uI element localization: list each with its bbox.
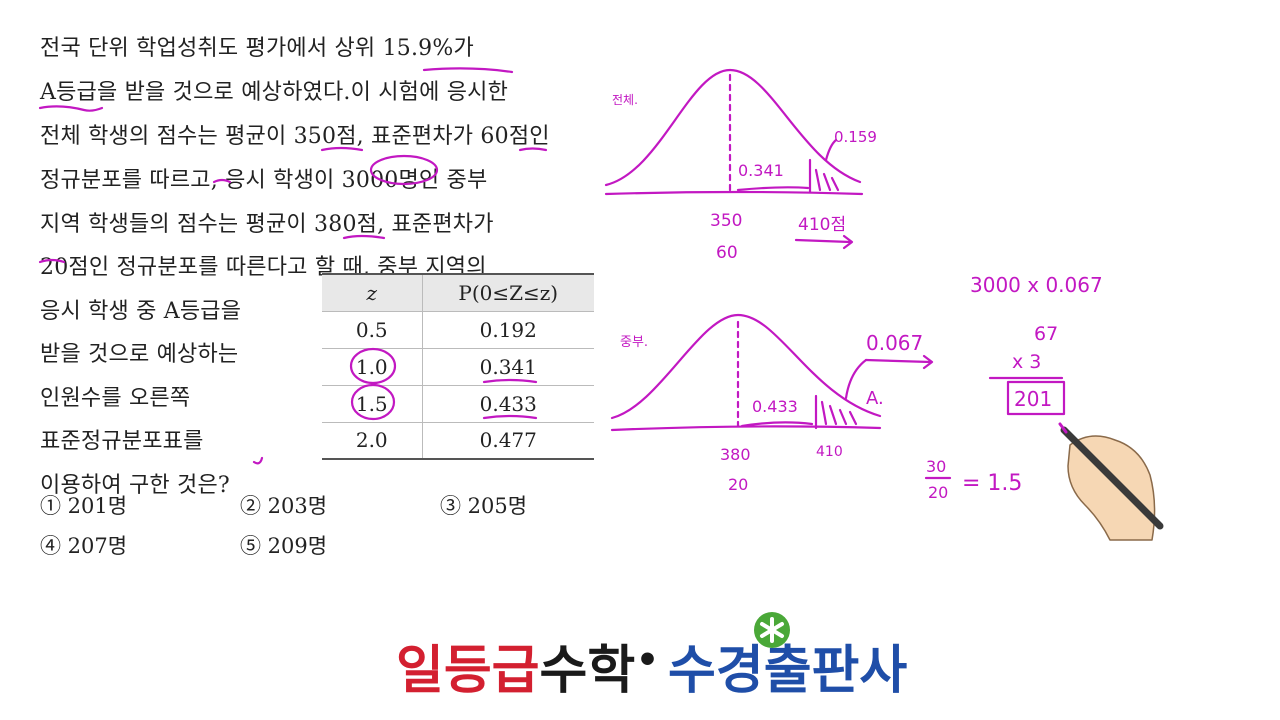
logo-asterisk-icon — [754, 612, 790, 648]
area-arrow — [736, 186, 810, 192]
underline-mark — [252, 456, 264, 465]
problem-line: 응시 학생 중 A등급을 — [40, 299, 242, 324]
table-header-prob: P(0≤Z≤z) — [422, 273, 594, 311]
table-cell: 0.192 — [422, 310, 594, 348]
choice-4: ④ 207명 — [40, 534, 128, 558]
underline-mark — [342, 234, 386, 240]
circle-mark — [349, 347, 397, 385]
fraction-result: = 1.5 — [962, 471, 1022, 496]
axis-line — [604, 190, 864, 196]
fraction-numerator: 30 — [926, 457, 946, 476]
underline-mark — [320, 146, 364, 152]
problem-line: 지역 학생들의 점수는 평균이 380점, 표준편차가 — [40, 212, 494, 237]
calc-top: 67 — [1034, 323, 1058, 345]
logo-text-black: 수학 — [539, 641, 636, 701]
hand-drawing — [1067, 435, 1156, 541]
problem-line: 정규분포를 따르고, 응시 학생이 3000명인 중부 — [40, 168, 488, 193]
problem-line: 이용하여 구한 것은? — [40, 473, 230, 498]
graph1-label: 전체. — [612, 93, 638, 107]
area-arrow — [740, 421, 814, 428]
choice-2: ② 203명 — [240, 494, 328, 518]
table-header-z: z — [322, 273, 423, 311]
table-cell: 0.5 — [322, 310, 423, 348]
graph1-cut: 410점 — [798, 215, 846, 235]
table-cell: 2.0 — [322, 421, 423, 460]
graph1-sd: 60 — [716, 243, 738, 263]
shade-mark — [820, 400, 858, 426]
graph2-tail: 0.067 — [866, 331, 923, 355]
problem-line: 인원수를 오른쪽 — [40, 386, 191, 411]
graph1-mean: 350 — [710, 211, 742, 231]
table-header-row: z P(0≤Z≤z) — [322, 273, 594, 311]
problem-line: 전국 단위 학업성취도 평가에서 상위 15.9%가 — [40, 36, 474, 61]
underline-mark — [212, 178, 232, 184]
underline-mark — [38, 258, 66, 264]
pointer-mark — [824, 138, 838, 162]
table-cell: 0.477 — [422, 421, 594, 460]
underline-mark — [38, 105, 104, 112]
logo-brand-blue: 수경출판사 — [668, 628, 907, 703]
pencil-drawing — [1060, 426, 1164, 530]
graph2-mean: 380 — [720, 445, 751, 464]
logo-separator-dot: • — [636, 640, 660, 681]
fraction-denominator: 20 — [928, 483, 948, 502]
underline-mark — [518, 147, 548, 152]
graph2-cut: 410 — [816, 444, 843, 460]
logo-text-blue1: 수경 — [668, 641, 764, 701]
pencil-tip — [1058, 422, 1068, 434]
logo-text-red: 일등급 — [396, 641, 540, 701]
graph1-tail: 0.159 — [834, 128, 877, 146]
calc-result: 201 — [1014, 387, 1052, 411]
graph2-area: 0.433 — [752, 397, 798, 416]
result-box — [1006, 380, 1066, 416]
problem-line: 표준정규분포표를 — [40, 429, 204, 454]
choice-3: ③ 205명 — [440, 494, 528, 518]
pointer-mark — [844, 358, 868, 400]
arrow-mark — [794, 234, 854, 250]
circle-mark — [369, 154, 439, 186]
problem-line: 전체 학생의 점수는 평균이 350점, 표준편차가 60점인 — [40, 124, 550, 149]
table-row: 1.0 0.341 — [322, 347, 594, 385]
graph1-area: 0.341 — [738, 161, 784, 180]
graph2-grade: A. — [866, 388, 884, 409]
problem-line: A등급을 받을 것으로 예상하였다.이 시험에 응시한 — [40, 80, 509, 105]
arrow-mark — [864, 354, 934, 370]
problem-line: 받을 것으로 예상하는 — [40, 342, 239, 367]
choice-1: ① 201명 — [40, 494, 128, 518]
table-row: 2.0 0.477 — [322, 421, 594, 460]
underline-mark — [422, 67, 514, 74]
calc-expression: 3000 x 0.067 — [970, 273, 1103, 297]
circle-mark — [350, 383, 396, 421]
shade-mark — [814, 168, 840, 192]
calc-multiplier: x 3 — [1012, 351, 1041, 373]
logo-brand-red: 일등급수학 — [396, 628, 635, 703]
underline-mark — [482, 378, 538, 384]
underline-mark — [482, 414, 538, 420]
table-cell: 0.341 — [422, 347, 594, 385]
table-cell: 1.0 — [322, 347, 423, 385]
axis-line — [610, 425, 882, 432]
table-cell: 1.5 — [322, 384, 423, 422]
normal-curve — [610, 313, 882, 420]
table-row: 0.5 0.192 — [322, 310, 594, 348]
graph2-label: 중부. — [620, 335, 648, 350]
normal-curve — [604, 68, 862, 187]
graph2-sd: 20 — [728, 475, 748, 494]
choice-5: ⑤ 209명 — [240, 534, 328, 558]
logo-text-blue2: 출판사 — [763, 641, 908, 701]
